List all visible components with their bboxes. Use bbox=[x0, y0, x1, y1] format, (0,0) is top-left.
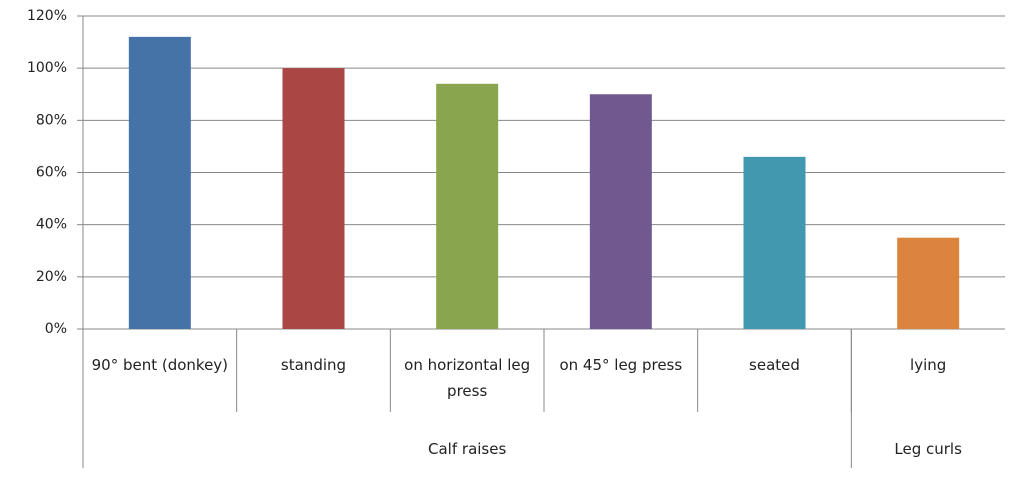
bar bbox=[897, 237, 960, 329]
bar bbox=[282, 68, 345, 330]
group-label: Calf raises bbox=[428, 440, 507, 458]
y-tick-label: 120% bbox=[27, 8, 67, 24]
x-tick-label: seated bbox=[749, 356, 800, 374]
y-tick-label: 60% bbox=[36, 165, 67, 181]
bar bbox=[128, 36, 191, 329]
y-tick-label: 40% bbox=[36, 217, 67, 233]
x-tick-label: lying bbox=[910, 356, 947, 374]
y-tick-label: 20% bbox=[36, 269, 67, 285]
x-tick-label: standing bbox=[280, 356, 347, 374]
group-label: Leg curls bbox=[894, 440, 962, 458]
x-tick-label: on horizontal leg press bbox=[404, 356, 531, 400]
y-tick-label: 80% bbox=[36, 112, 67, 128]
bar bbox=[436, 83, 499, 329]
x-tick-label: 90° bent (donkey) bbox=[91, 356, 229, 374]
y-tick-label: 0% bbox=[45, 321, 67, 337]
x-tick-label: on 45° leg press bbox=[559, 356, 683, 374]
y-tick-label: 100% bbox=[27, 60, 67, 76]
bar bbox=[589, 94, 652, 329]
bar bbox=[743, 156, 806, 329]
